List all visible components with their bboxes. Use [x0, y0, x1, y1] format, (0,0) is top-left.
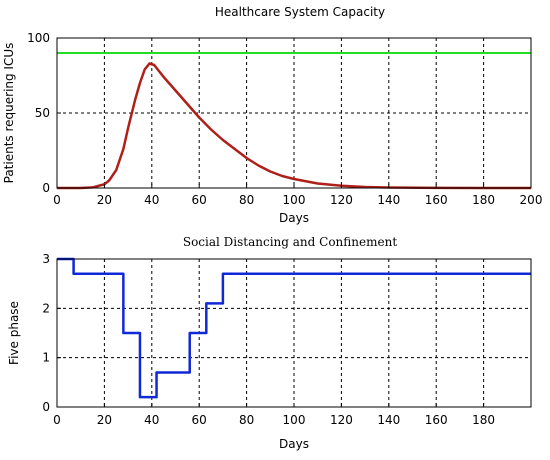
x-tick-label: 200: [520, 193, 543, 207]
y-tick-label: 0: [42, 400, 50, 414]
chart-social-distancing: Social Distancing and Confinement 0 20 40 6…: [7, 235, 532, 451]
x-axis-label: Days: [279, 437, 309, 451]
y-axis-label: Five phase: [7, 301, 21, 365]
x-tick-label: 20: [97, 193, 112, 207]
y-axis-ticks: 0 1 2 3: [42, 252, 61, 414]
y-axis-ticks: 0 50 100: [27, 31, 61, 195]
x-tick-label: 160: [425, 193, 448, 207]
chart-title: Healthcare System Capacity: [215, 5, 385, 19]
phase-step-line: [57, 257, 531, 399]
y-tick-label: 2: [42, 301, 50, 315]
x-tick-label: 0: [53, 193, 61, 207]
x-tick-label: 60: [192, 413, 207, 427]
y-tick-label: 50: [35, 106, 50, 120]
x-tick-label: 60: [192, 193, 207, 207]
y-tick-label: 100: [27, 31, 50, 45]
chart-healthcare-capacity: Healthcare System Capacity 0 20 40 60 80 100 1…: [2, 5, 542, 225]
x-tick-label: 80: [239, 413, 254, 427]
x-tick-label: 180: [472, 193, 495, 207]
x-tick-label: 40: [144, 193, 159, 207]
grid: [57, 259, 531, 407]
x-tick-label: 140: [377, 193, 400, 207]
x-tick-label: 160: [425, 413, 448, 427]
x-axis-label: Days: [279, 211, 309, 225]
y-tick-label: 1: [42, 351, 50, 365]
x-axis-ticks: 0 20 40 60 80 100 120 140 160 180 200: [53, 184, 542, 207]
y-tick-label: 3: [42, 252, 50, 266]
y-tick-label: 0: [42, 181, 50, 195]
chart-title: Social Distancing and Confinement: [183, 235, 397, 249]
x-tick-label: 0: [53, 413, 61, 427]
x-tick-label: 100: [283, 193, 306, 207]
icu-patients-curve: [57, 62, 531, 190]
x-tick-label: 180: [472, 413, 495, 427]
x-tick-label: 40: [144, 413, 159, 427]
x-axis-ticks: 0 20 40 60 80 100 120 140 160 180: [53, 403, 495, 427]
x-tick-label: 120: [330, 413, 353, 427]
grid: [57, 38, 531, 188]
series-group: [57, 52, 531, 190]
x-tick-label: 20: [97, 413, 112, 427]
y-axis-label: Patients requering ICUs: [2, 43, 16, 184]
x-tick-label: 100: [283, 413, 306, 427]
x-tick-label: 80: [239, 193, 254, 207]
x-tick-label: 140: [377, 413, 400, 427]
series-group: [57, 257, 531, 399]
x-tick-label: 120: [330, 193, 353, 207]
